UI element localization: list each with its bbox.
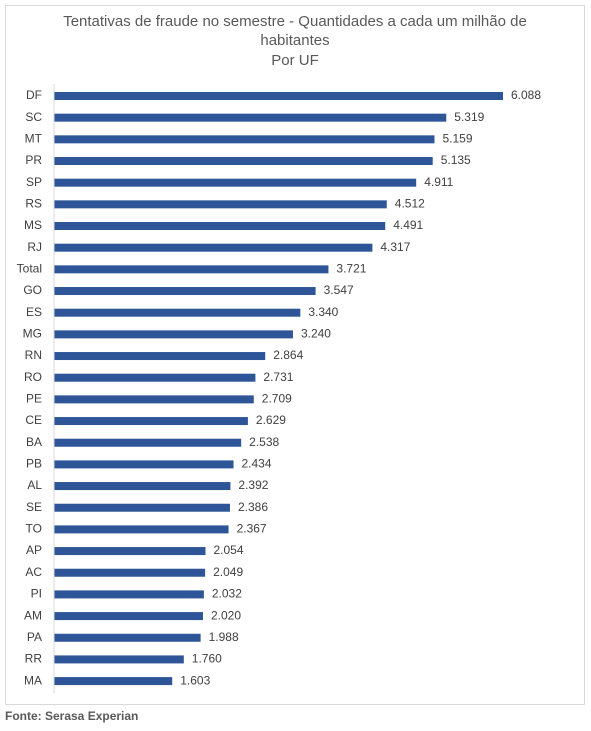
value-label: 2.434 xyxy=(242,457,272,471)
bar xyxy=(54,265,329,274)
bar xyxy=(54,287,316,296)
value-label: 4.512 xyxy=(395,197,425,211)
bar xyxy=(54,503,230,512)
bar xyxy=(54,200,387,209)
bar xyxy=(54,482,231,491)
bar xyxy=(54,135,435,144)
value-label: 2.864 xyxy=(273,348,303,362)
y-tick-label: MT xyxy=(25,132,43,146)
y-tick-label: CE xyxy=(25,413,42,427)
value-label: 2.054 xyxy=(213,543,243,557)
bar xyxy=(54,178,417,187)
value-label: 4.911 xyxy=(424,175,453,189)
bar xyxy=(54,438,242,447)
bar xyxy=(54,525,229,534)
value-label: 3.340 xyxy=(308,305,338,319)
bar xyxy=(54,460,234,469)
y-tick-label: PI xyxy=(31,587,42,601)
y-tick-label: AP xyxy=(26,543,42,557)
value-label: 2.032 xyxy=(212,587,242,601)
value-label: 2.049 xyxy=(213,565,243,579)
y-tick-label: GO xyxy=(23,283,42,297)
bar xyxy=(54,590,204,599)
bar xyxy=(54,568,206,577)
value-label: 2.709 xyxy=(262,392,292,406)
value-label: 2.386 xyxy=(238,500,268,514)
source-note: Fonte: Serasa Experian xyxy=(5,709,139,723)
value-label: 5.319 xyxy=(454,110,484,124)
value-label: 1.760 xyxy=(192,652,222,666)
y-tick-label: ES xyxy=(26,305,42,319)
chart-frame xyxy=(5,5,585,705)
bar xyxy=(54,243,373,252)
y-tick-label: SE xyxy=(26,500,42,514)
bar xyxy=(54,157,433,166)
bar xyxy=(54,113,447,122)
y-tick-label: MS xyxy=(24,218,42,232)
value-label: 2.629 xyxy=(256,413,286,427)
bar xyxy=(54,352,266,361)
bar xyxy=(54,417,248,426)
value-label: 3.721 xyxy=(336,262,366,276)
y-tick-label: RN xyxy=(25,348,42,362)
value-label: 2.731 xyxy=(263,370,293,384)
value-label: 3.547 xyxy=(324,283,354,297)
y-tick-label: RS xyxy=(25,197,42,211)
y-tick-label: AM xyxy=(24,608,42,622)
bar xyxy=(54,655,184,664)
y-tick-label: PB xyxy=(26,457,42,471)
value-label: 6.088 xyxy=(511,88,541,102)
chart-subtitle: Por UF xyxy=(271,52,319,69)
bar xyxy=(54,308,301,317)
y-tick-label: RJ xyxy=(27,240,42,254)
y-tick-label: AC xyxy=(25,565,42,579)
y-tick-label: MA xyxy=(24,673,42,687)
bar xyxy=(54,330,293,339)
y-tick-label: PR xyxy=(25,153,42,167)
y-tick-label: DF xyxy=(26,88,42,102)
y-tick-label: RO xyxy=(24,370,42,384)
y-tick-label: SP xyxy=(26,175,42,189)
bar xyxy=(54,677,173,686)
bar xyxy=(54,612,203,621)
y-tick-label: RR xyxy=(25,652,43,666)
value-label: 1.988 xyxy=(209,630,239,644)
y-tick-label: MG xyxy=(23,327,42,341)
y-tick-label: AL xyxy=(27,478,42,492)
value-label: 2.538 xyxy=(249,435,279,449)
y-tick-label: TO xyxy=(26,522,42,536)
value-label: 2.367 xyxy=(237,522,267,536)
bar xyxy=(54,547,206,556)
value-label: 4.491 xyxy=(393,218,423,232)
y-tick-label: PA xyxy=(27,630,42,644)
y-tick-label: BA xyxy=(26,435,42,449)
bar xyxy=(54,92,503,100)
value-label: 2.392 xyxy=(238,478,268,492)
y-tick-label: PE xyxy=(26,392,42,406)
y-tick-label: SC xyxy=(25,110,42,124)
bar xyxy=(54,373,256,382)
bar xyxy=(54,222,386,231)
bar xyxy=(54,395,254,404)
value-label: 5.159 xyxy=(442,132,472,146)
value-label: 3.240 xyxy=(301,327,331,341)
value-label: 5.135 xyxy=(441,153,471,167)
bar xyxy=(54,633,201,642)
value-label: 2.020 xyxy=(211,608,241,622)
y-tick-label: Total xyxy=(17,262,42,276)
value-label: 1.603 xyxy=(180,673,210,687)
value-label: 4.317 xyxy=(380,240,410,254)
chart-title: Tentativas de fraude no semestre - Quant… xyxy=(63,13,527,49)
